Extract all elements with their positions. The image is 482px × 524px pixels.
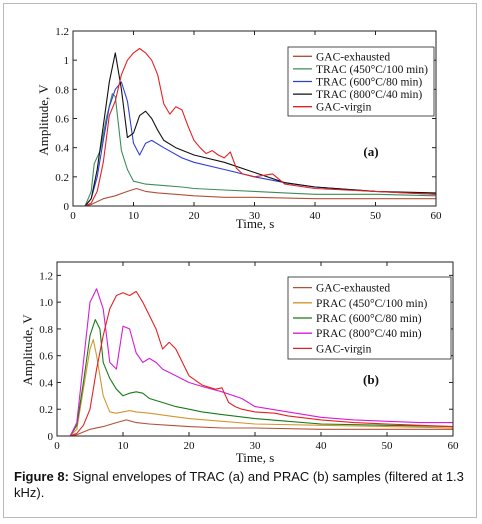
- x-tick-label: 0: [54, 440, 60, 452]
- x-tick-label: 20: [184, 440, 196, 452]
- legend-box: [287, 46, 435, 117]
- y-tick-label: 1.2: [39, 270, 53, 282]
- legend-entry: PRAC (450°C/100 min): [316, 298, 427, 310]
- y-tick-label: 0.6: [55, 114, 69, 126]
- y-tick-label: 0.6: [39, 351, 53, 363]
- legend-entry: TRAC (800°C/40 min): [316, 89, 422, 101]
- x-tick-label: 50: [382, 440, 394, 452]
- x-tick-label: 30: [250, 440, 262, 452]
- series-line-gac-virgin: [73, 47, 437, 207]
- y-axis-label: Amplitude, V: [36, 84, 51, 156]
- legend-entry: GAC-exhausted: [316, 283, 390, 295]
- y-tick-label: 0.4: [55, 143, 69, 155]
- y-axis-label: Amplitude, V: [20, 314, 35, 386]
- series-line-gac-exhausted: [57, 419, 453, 437]
- x-axis-label: Time, s: [236, 216, 275, 231]
- chart-panel-b: 0 10 20 30 40 50 60 0 0.2 0.4 0.6 0.8 1.0 1.2 Time, s A…: [20, 261, 460, 465]
- legend-entry: PRAC (800°C/40 min): [316, 328, 422, 340]
- x-tick-label: 0: [70, 210, 76, 222]
- y-tick-label: 1.0: [39, 297, 53, 309]
- y-tick-label: 1: [64, 55, 70, 67]
- legend-entry: GAC-virgin: [316, 102, 372, 114]
- legend: GAC-exhausted PRAC (450°C/100 min) PRAC (6…: [287, 276, 452, 360]
- x-axis-label: Time, s: [236, 450, 275, 465]
- y-tick-label: 0.2: [39, 404, 53, 416]
- series-line-prac-450-c-100-min-: [57, 339, 454, 437]
- panel-label: (b): [363, 372, 379, 387]
- series-line-trac-800-c-40-min-: [73, 52, 437, 207]
- series-line-trac-600-c-80-min-: [73, 81, 437, 207]
- y-tick-label: 0.4: [39, 377, 53, 389]
- series-line-gac-virgin: [57, 290, 454, 437]
- figure-caption: Figure 8: Signal envelopes of TRAC (a) a…: [14, 469, 466, 501]
- x-tick-label: 20: [189, 210, 201, 222]
- y-tick-label: 0.8: [55, 84, 69, 96]
- y-tick-label: 0.2: [55, 172, 69, 184]
- legend-box: [287, 276, 452, 360]
- x-tick-label: 50: [370, 210, 382, 222]
- series-line-gac-exhausted: [73, 187, 436, 207]
- series-line-trac-450-c-100-min-: [73, 93, 437, 207]
- caption-text: Signal envelopes of TRAC (a) and PRAC (b…: [14, 469, 464, 500]
- y-tick-label: 0: [64, 201, 70, 213]
- x-tick-label: 60: [448, 440, 460, 452]
- legend-entry: GAC-virgin: [316, 343, 372, 355]
- legend-entry: TRAC (450°C/100 min): [316, 64, 428, 76]
- chart-panel-a: 0 10 20 30 40 50 60 0 0.2 0.4 0.6 0.8 1 1.2 Time, s Amp…: [36, 26, 442, 231]
- x-tick-label: 40: [310, 210, 322, 222]
- y-tick-label: 0: [48, 431, 54, 443]
- x-tick-label: 40: [316, 440, 328, 452]
- x-tick-label: 10: [128, 210, 140, 222]
- legend-entry: TRAC (600°C/80 min): [316, 77, 422, 89]
- x-tick-label: 10: [118, 440, 130, 452]
- caption-label: Figure 8:: [14, 469, 69, 484]
- panel-label: (a): [363, 144, 378, 159]
- series-line-prac-800-c-40-min-: [57, 288, 453, 437]
- y-tick-label: 0.8: [39, 324, 53, 336]
- series-line-prac-600-c-80-min-: [57, 319, 454, 437]
- x-tick-label: 60: [431, 210, 443, 222]
- x-tick-label: 30: [249, 210, 261, 222]
- legend-entry: GAC-exhausted: [316, 51, 390, 63]
- legend-entry: PRAC (600°C/80 min): [316, 313, 422, 325]
- y-tick-label: 1.2: [55, 26, 69, 38]
